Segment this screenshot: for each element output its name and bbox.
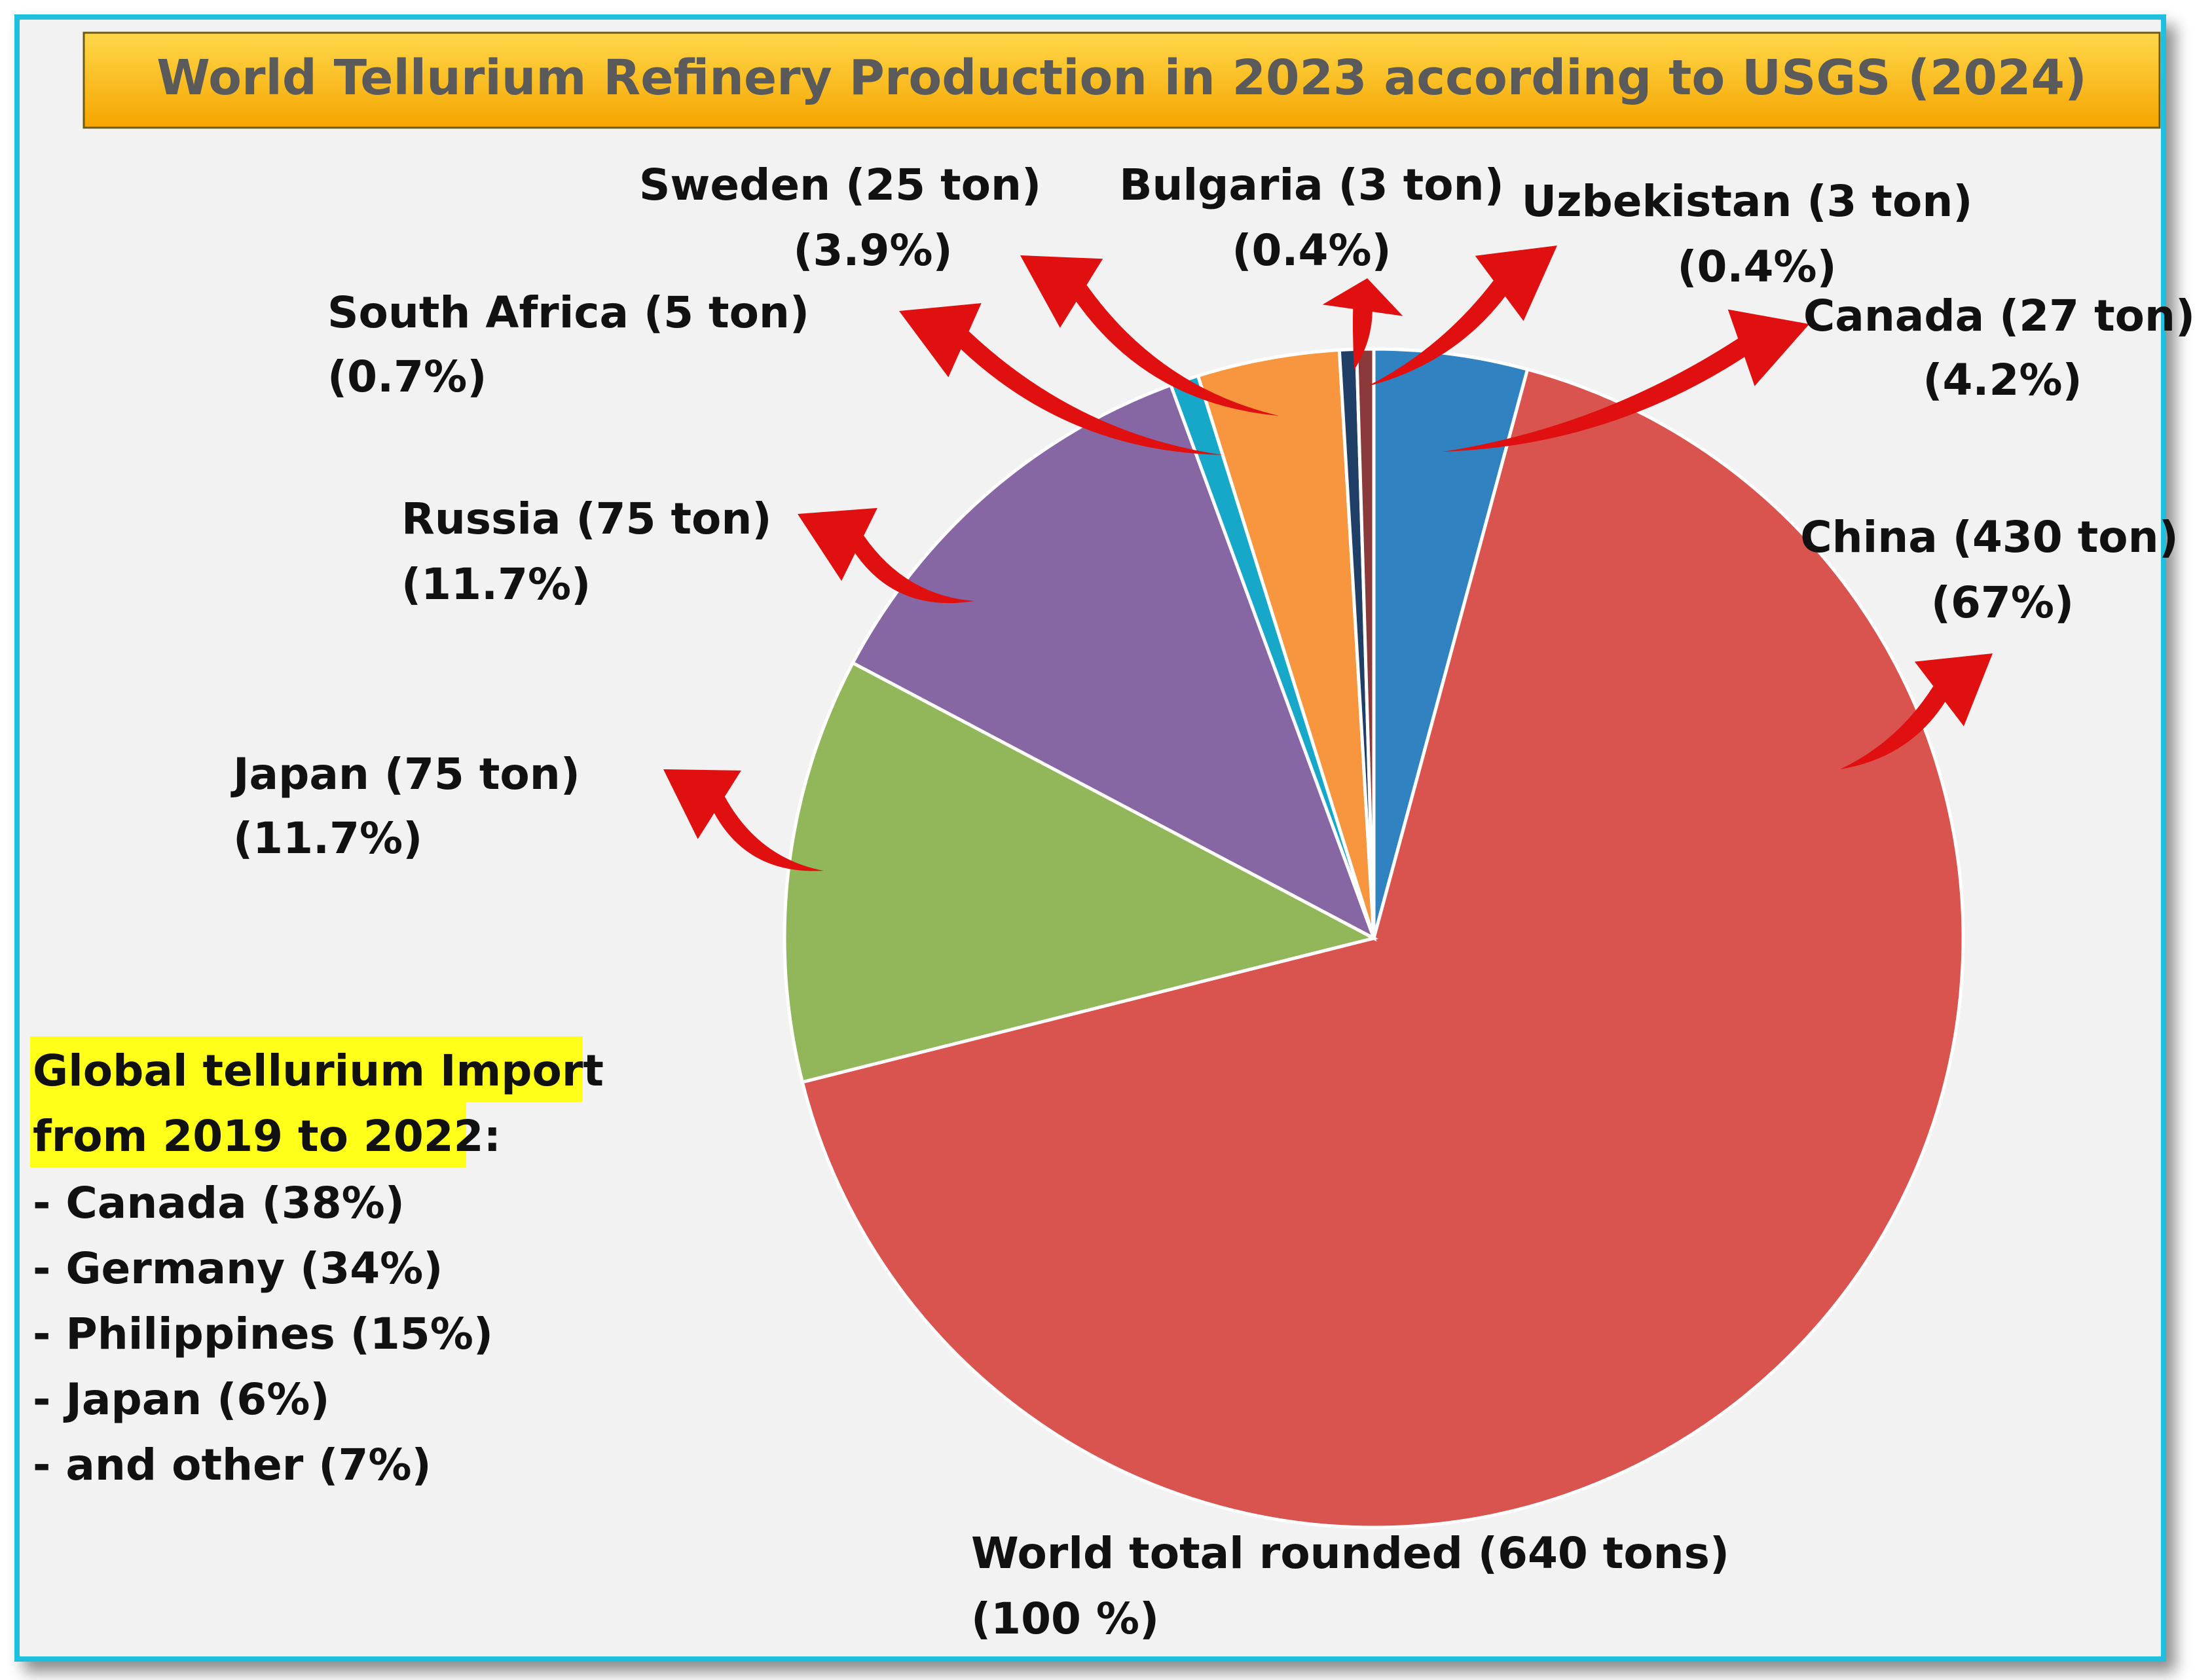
label-world-total: World total rounded (640 tons) xyxy=(971,1528,1729,1579)
slice-labels: Sweden (25 ton) (3.9%) Bulgaria (3 ton) … xyxy=(230,160,2195,1644)
pie-slice-china xyxy=(800,367,1965,1529)
label-canada-name: Canada (27 ton) xyxy=(1803,291,2195,341)
label-japan-pct: (11.7%) xyxy=(233,813,422,864)
label-sweden-pct: (3.9%) xyxy=(793,225,952,276)
pie-slice-sweden xyxy=(1196,348,1376,939)
label-china-pct: (67%) xyxy=(1931,577,2074,628)
arrow-sweden xyxy=(1020,255,1279,416)
label-uzbekistan-pct: (0.4%) xyxy=(1677,242,1836,292)
label-uzbekistan-name: Uzbekistan (3 ton) xyxy=(1522,176,1973,227)
note-highlight-1 xyxy=(30,1036,583,1102)
arrow-japan xyxy=(663,769,824,871)
title-bar xyxy=(83,31,2161,129)
note-heading-2: from 2019 to 2022: xyxy=(33,1111,501,1161)
label-canada-pct: (4.2%) xyxy=(1923,355,2082,405)
arrow-uzbekistan xyxy=(1367,246,1557,386)
label-south-africa-name: South Africa (5 ton) xyxy=(327,287,809,338)
pie-slices xyxy=(783,347,1965,1529)
note-highlight-2 xyxy=(30,1102,466,1167)
pie-slice-russia xyxy=(850,382,1377,942)
note-item: - and other (7%) xyxy=(33,1440,432,1490)
label-sweden-name: Sweden (25 ton) xyxy=(639,160,1041,210)
note-item: - Germany (34%) xyxy=(33,1243,443,1294)
note-item: - Philippines (15%) xyxy=(33,1309,493,1359)
arrow-south-africa xyxy=(899,303,1223,455)
arrow-bulgaria xyxy=(1322,278,1403,370)
label-south-africa-pct: (0.7%) xyxy=(327,352,487,402)
chart-title: World Tellurium Refinery Production in 2… xyxy=(157,50,2087,106)
label-china-name: China (430 ton) xyxy=(1800,512,2179,562)
arrow-canada xyxy=(1443,309,1809,452)
label-japan-name: Japan (75 ton) xyxy=(230,749,580,799)
label-world-total-pct: (100 %) xyxy=(971,1594,1159,1644)
arrow-russia xyxy=(798,507,974,604)
arrow-china xyxy=(1840,653,1993,769)
callout-arrows xyxy=(663,246,1993,871)
label-bulgaria-name: Bulgaria (3 ton) xyxy=(1119,160,1504,210)
label-russia-pct: (11.7%) xyxy=(401,559,591,610)
note-heading-1: Global tellurium Import xyxy=(33,1046,604,1096)
label-russia-name: Russia (75 ton) xyxy=(401,494,772,544)
label-bulgaria-pct: (0.4%) xyxy=(1232,225,1391,276)
note-item: - Canada (38%) xyxy=(33,1178,405,1228)
import-note: Global tellurium Import from 2019 to 202… xyxy=(30,1036,604,1490)
note-item: - Japan (6%) xyxy=(33,1374,330,1425)
